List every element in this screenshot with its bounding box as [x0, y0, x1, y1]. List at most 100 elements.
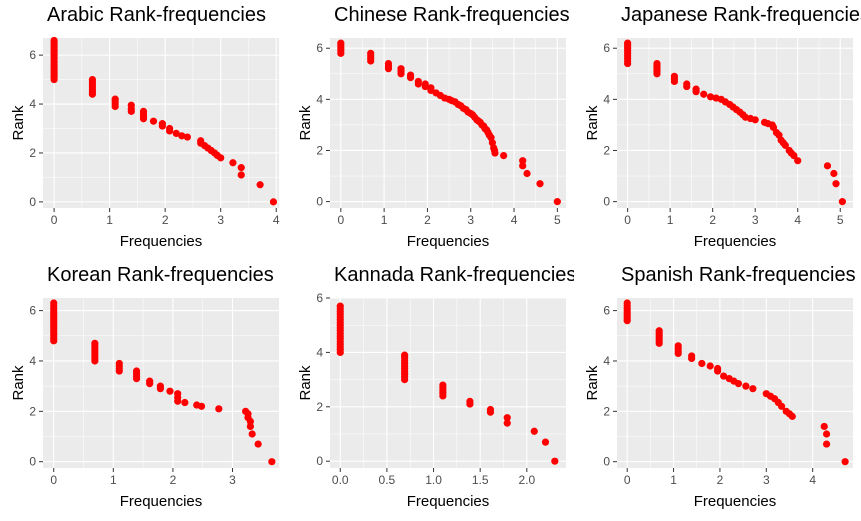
y-tick-label: 2: [603, 404, 610, 418]
panel-korean: Korean Rank-frequencies 0 1 2 3 0 2 4 6 Frequenc…: [0, 260, 287, 521]
data-point: [742, 382, 750, 390]
x-tick-label: 4: [809, 473, 816, 487]
data-point: [397, 65, 405, 73]
data-point: [720, 372, 728, 380]
plot-japanese: 0 1 2 3 4 5 0 2 4 6 Frequencies Rank: [584, 38, 853, 250]
x-tick-label: 1: [106, 213, 113, 227]
data-point: [706, 93, 715, 101]
y-tick-label: 2: [29, 404, 36, 418]
data-point: [692, 85, 700, 93]
panel-chinese: Chinese Rank-frequencies 0 1 2 3 4 5 0 2 4 6 Frequ…: [287, 0, 574, 260]
x-tick-label: 2: [424, 213, 431, 227]
data-point: [406, 71, 415, 79]
data-point: [229, 159, 237, 167]
x-tick-label: 5: [554, 213, 561, 227]
panel-title: Spanish Rank-frequencies: [621, 264, 856, 286]
data-point: [486, 405, 495, 414]
data-point: [421, 80, 429, 88]
y-tick-label: 4: [29, 354, 36, 368]
data-point: [427, 84, 435, 92]
x-tick-label: 0: [624, 473, 631, 487]
data-point: [336, 302, 344, 310]
panel-title: Japanese Rank-frequencies: [621, 4, 861, 26]
panel-title: Arabic Rank-frequencies: [47, 4, 266, 26]
data-point: [832, 180, 840, 188]
y-tick-label: 0: [29, 455, 36, 469]
data-points: [50, 36, 278, 206]
data-point: [181, 398, 189, 407]
y-tick-label: 2: [29, 146, 36, 160]
y-tick-label: 2: [316, 400, 323, 414]
x-tick-label: 1: [667, 213, 674, 227]
plot-background: [617, 38, 853, 208]
data-point: [706, 362, 714, 370]
x-tick-label: 0: [51, 213, 58, 227]
data-point: [88, 75, 97, 84]
y-tick-label: 6: [316, 41, 323, 55]
x-tick-label: 2: [717, 473, 724, 487]
x-axis-title: Frequencies: [694, 233, 777, 250]
y-tick-label: 0: [29, 195, 36, 209]
x-tick-label: 1.5: [472, 473, 489, 487]
data-point: [670, 72, 679, 80]
x-tick-label: 2.0: [518, 473, 535, 487]
data-point: [337, 39, 345, 47]
y-tick-label: 0: [603, 455, 610, 469]
data-point: [237, 171, 245, 179]
data-point: [149, 117, 158, 125]
data-point: [156, 385, 165, 393]
y-tick-label: 2: [316, 143, 323, 157]
data-point: [367, 49, 375, 57]
y-axis-title: Rank: [10, 105, 27, 141]
major-gridlines: [43, 298, 279, 468]
x-axis-title: Frequencies: [694, 493, 777, 510]
x-tick-label: 3: [467, 213, 474, 227]
data-point: [551, 457, 559, 465]
minor-gridlines: [43, 298, 279, 468]
data-point: [503, 419, 511, 427]
data-point: [823, 162, 832, 170]
data-point: [734, 380, 743, 388]
y-tick-label: 4: [316, 92, 323, 106]
x-tick-label: 3: [217, 213, 224, 227]
data-point: [688, 352, 696, 360]
panel-spanish: Spanish Rank-frequencies 0 1 2 3 4 0 2 4 6 Freque…: [574, 260, 861, 521]
major-gridlines: [43, 38, 279, 208]
data-points: [50, 299, 276, 466]
y-tick-label: 6: [603, 41, 610, 55]
data-point: [178, 132, 186, 140]
y-axis-title: Rank: [584, 365, 601, 401]
plot-chinese: 0 1 2 3 4 5 0 2 4 6 Frequencies Rank: [297, 38, 566, 250]
data-point: [50, 36, 58, 45]
data-point: [698, 359, 706, 368]
major-gridlines: [330, 297, 566, 468]
data-point: [183, 133, 191, 141]
data-point: [215, 405, 223, 413]
data-point: [439, 381, 447, 389]
y-tick-label: 4: [603, 354, 610, 368]
y-tick-label: 6: [29, 48, 36, 62]
data-point: [788, 412, 796, 420]
data-point: [172, 129, 180, 137]
y-tick-label: 4: [29, 97, 36, 111]
data-point: [166, 387, 174, 395]
data-point: [401, 351, 409, 359]
x-tick-label: 4: [511, 213, 518, 227]
data-point: [111, 95, 119, 103]
data-point: [794, 157, 802, 165]
data-point: [749, 385, 757, 393]
x-tick-label: 2: [709, 213, 716, 227]
data-point: [777, 402, 786, 410]
data-point: [655, 327, 663, 335]
data-point: [246, 422, 254, 431]
data-point: [523, 169, 531, 178]
panel-title: Korean Rank-frequencies: [47, 264, 274, 286]
x-tick-label: 2: [162, 213, 169, 227]
plot-arabic: 0 1 2 3 4 0 2 4 6 Frequencies Rank: [10, 36, 280, 250]
x-tick-label: 1: [110, 473, 117, 487]
x-tick-label: 1.0: [425, 473, 442, 487]
data-point: [115, 359, 123, 368]
data-point: [166, 127, 174, 135]
minor-gridlines: [617, 38, 853, 208]
x-axis-title: Frequencies: [120, 233, 203, 250]
